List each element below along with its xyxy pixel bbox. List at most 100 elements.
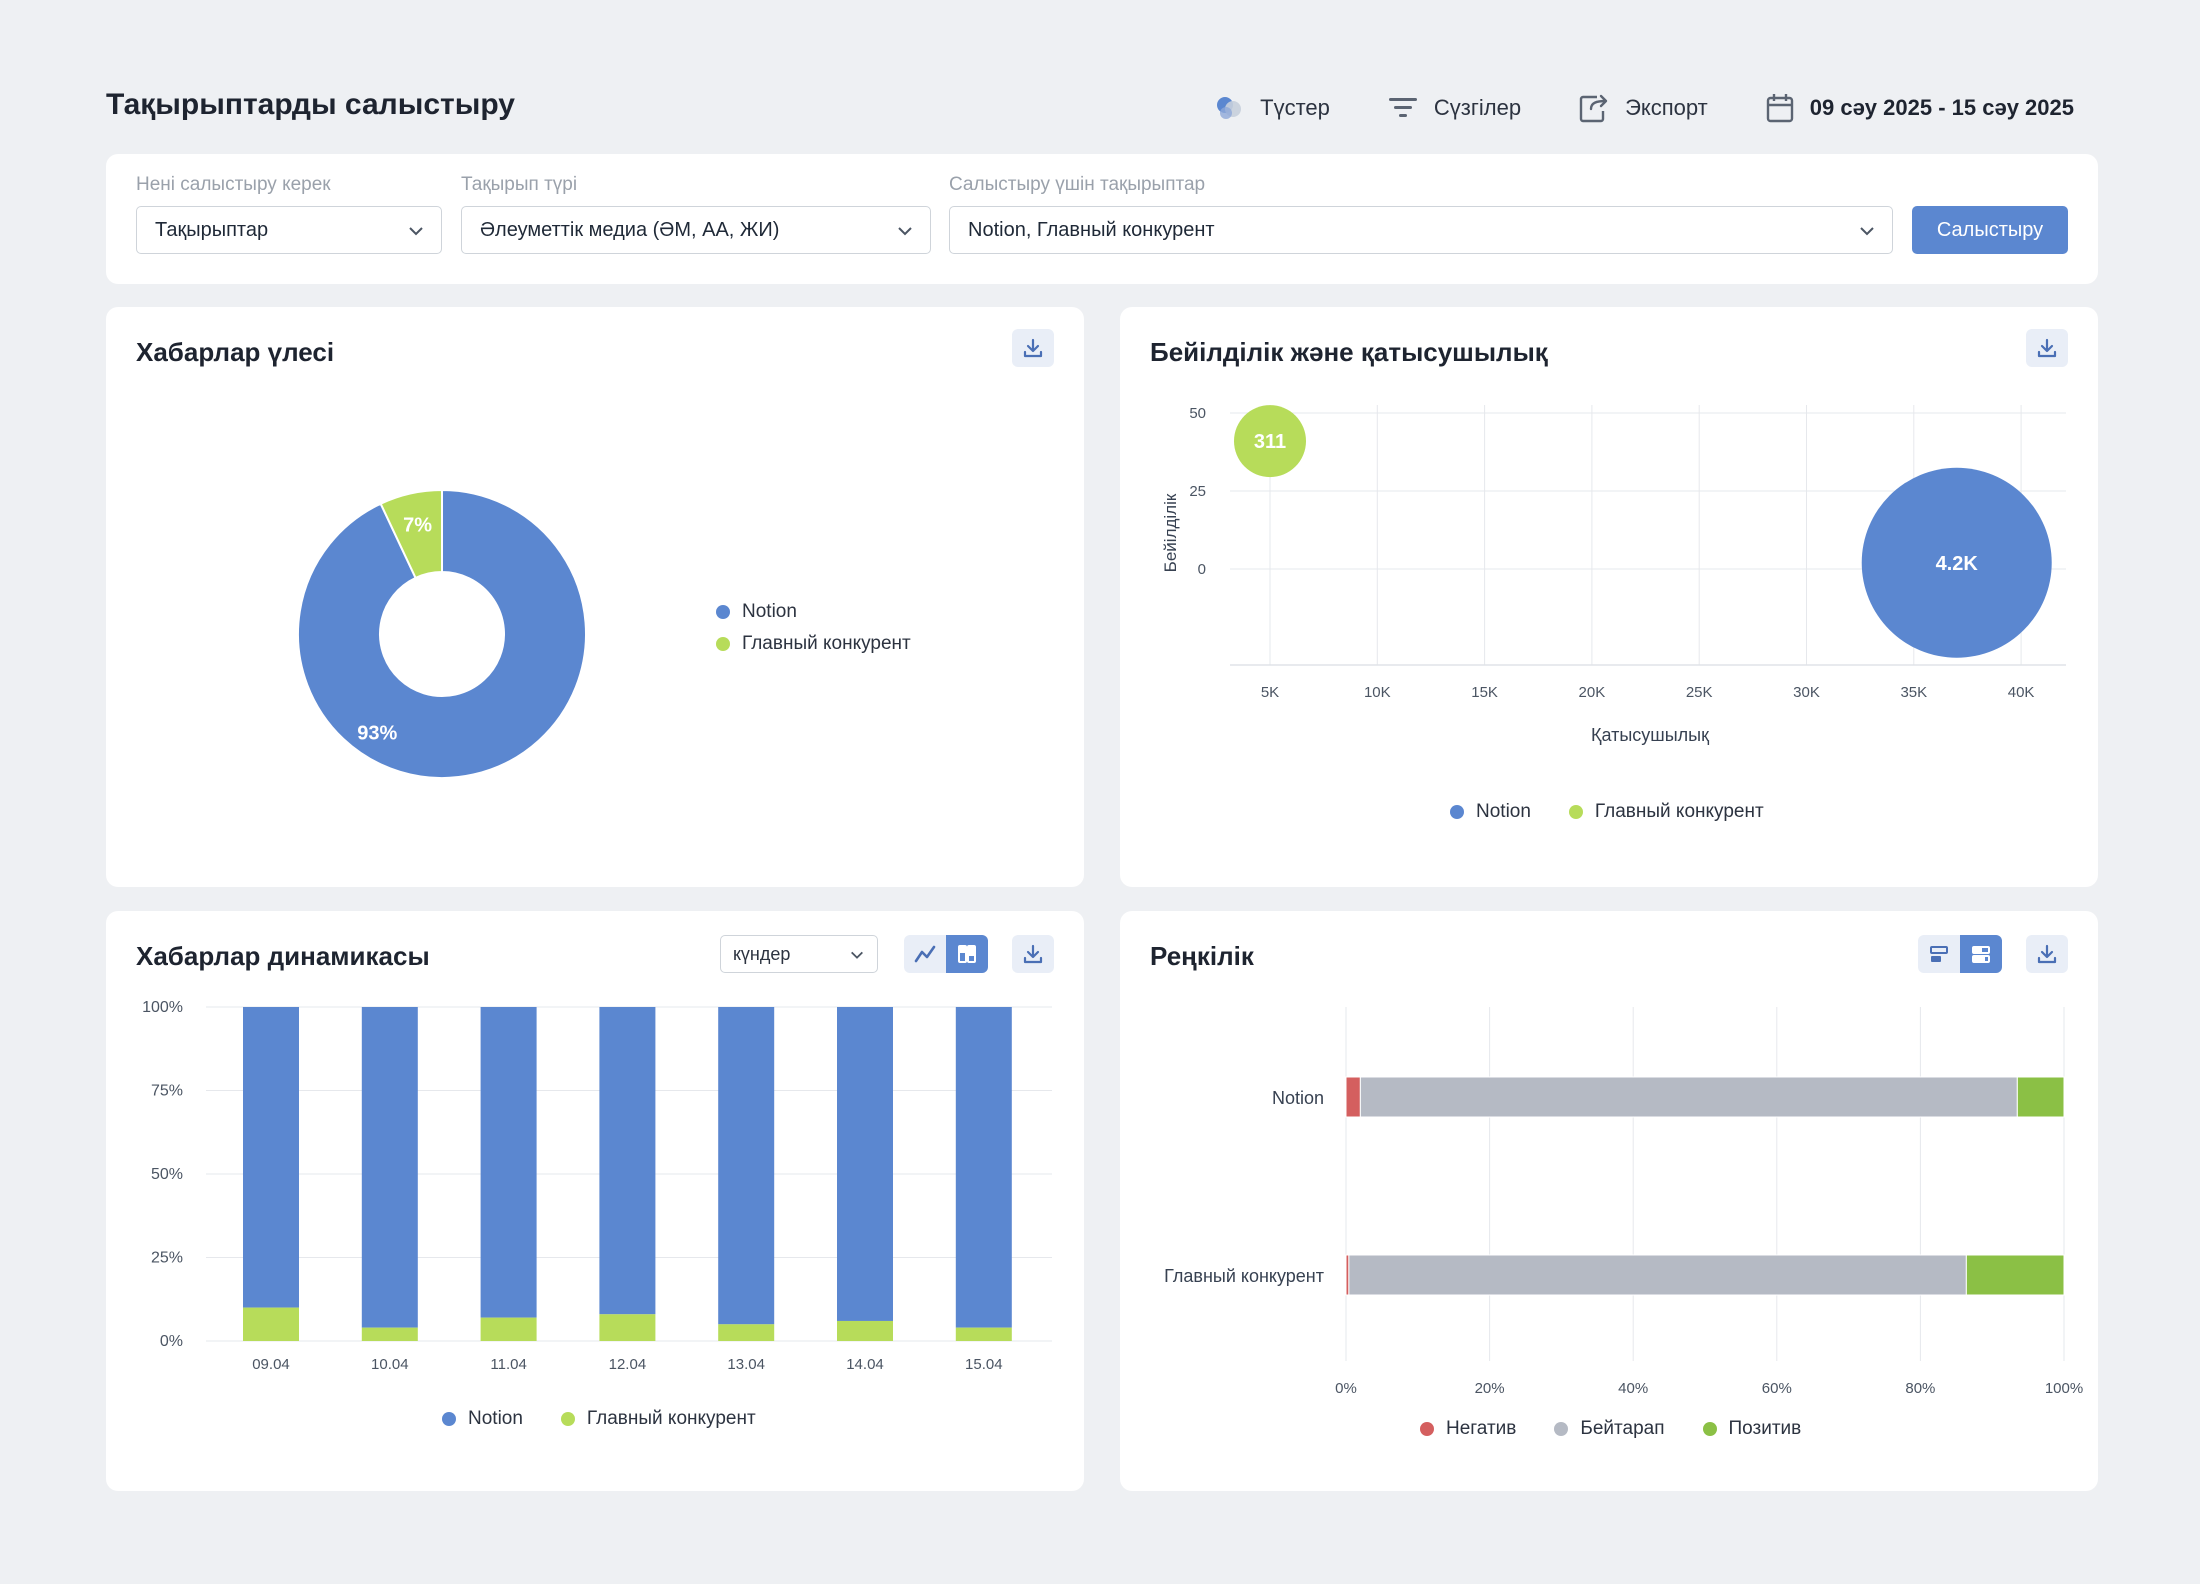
grouped-bars-icon <box>1930 946 1948 962</box>
x-tick-label: 20% <box>1475 1380 1505 1397</box>
filter-icon <box>1388 98 1417 117</box>
bar-segment-competitor <box>599 1314 656 1341</box>
line-chart-icon <box>914 945 936 963</box>
y-tick-label: 50% <box>151 1166 183 1183</box>
sentiment-title: Реңкілік <box>1150 941 1254 971</box>
bar-segment-notion <box>718 1007 775 1325</box>
chevron-down-icon <box>898 227 912 236</box>
reach-card: Бейілділік және қатысушылық 5K 10K 15K 20K 2… <box>1120 307 2098 887</box>
legend-item-notion: Notion <box>716 601 911 623</box>
grouped-view-toggle[interactable] <box>1918 935 1960 973</box>
calendar-icon <box>1766 94 1793 123</box>
dynamics-download-button[interactable] <box>1012 935 1054 973</box>
share-download-button[interactable] <box>1012 329 1054 367</box>
type-label: Тақырып түрі <box>461 174 578 195</box>
legend-item-competitor: Главный конкурент <box>716 633 911 655</box>
bar-segment-notion <box>243 1007 299 1308</box>
x-tick-label: 40K <box>2008 684 2035 701</box>
legend-dot <box>1568 805 1583 819</box>
compare-select[interactable]: Тақырыптар <box>136 206 442 254</box>
dynamics-bar-chart: 100% 75% 50% 25% 0% 09.04 10.04 11.04 12.04 13.04… <box>142 999 1052 1373</box>
donut-slice <box>297 488 587 779</box>
top-actions: Түстер Сүзгілер Экспорт 09 сәу 2025 - 15… <box>1156 90 2074 126</box>
legend-dot <box>442 1412 456 1426</box>
bar-segment-notion <box>955 1007 1012 1328</box>
bar-segment-competitor <box>718 1324 775 1341</box>
bar-segment-competitor <box>243 1307 299 1341</box>
chevron-down-icon <box>409 227 423 236</box>
period-select[interactable]: күндер <box>720 935 878 973</box>
compare-label: Нені салыстыру керек <box>136 174 331 195</box>
x-tick-label: 30K <box>1793 684 1820 701</box>
chevron-down-icon <box>851 951 863 959</box>
bubble <box>1234 405 1306 478</box>
bar-segment-neutral <box>1359 1076 2018 1118</box>
legend-item-notion: Notion <box>1450 801 1531 823</box>
bar-segment-competitor <box>837 1320 893 1341</box>
y-category-label: Notion <box>1272 1088 1324 1108</box>
stacked-view-toggle[interactable] <box>1960 935 2002 973</box>
legend-label: Главный конкурент <box>1594 801 1764 822</box>
download-icon <box>2037 944 2057 964</box>
bar-chart-toggle[interactable] <box>946 935 988 973</box>
colors-button[interactable]: Түстер <box>1214 94 1330 122</box>
x-tick-label: 13.04 <box>727 1356 765 1373</box>
bar-segment-negative <box>1345 1076 1361 1118</box>
legend-dot <box>1420 1422 1434 1436</box>
legend-label: Notion <box>1476 801 1531 822</box>
dynamics-card: Хабарлар динамикасы күндер 100% 75% 50% 25%… <box>106 911 1084 1491</box>
bar-segment-positive <box>2016 1076 2065 1118</box>
bar-segment-positive <box>1965 1254 2065 1296</box>
bar-segment-notion <box>480 1007 537 1318</box>
sentiment-legend: Негатив Бейтарап Позитив <box>1420 1418 1839 1440</box>
reach-title: Бейілділік және қатысушылық <box>1150 337 1548 367</box>
type-select[interactable]: Әлеуметтік медиа (ӘМ, АА, ЖИ) <box>461 206 931 254</box>
type-value: Әлеуметтік медиа (ӘМ, АА, ЖИ) <box>480 218 780 241</box>
share-legend: Notion Главный конкурент <box>716 601 949 655</box>
x-tick-label: 5K <box>1261 684 1279 701</box>
bubble-label: 311 <box>1254 431 1286 453</box>
palette-icon <box>1217 97 1242 119</box>
x-tick-label: 15.04 <box>965 1356 1003 1373</box>
legend-label: Негатив <box>1446 1418 1517 1439</box>
legend-dot <box>1702 1422 1717 1436</box>
sentiment-bar-chart: 0% 20% 40% 60% 80% 100% Notion Главный конкурен… <box>1164 1007 2083 1397</box>
line-chart-toggle[interactable] <box>904 935 946 973</box>
legend-dot <box>1554 1422 1569 1436</box>
period-value: күндер <box>733 943 791 964</box>
legend-label: Notion <box>468 1408 523 1429</box>
x-tick-label: 14.04 <box>846 1356 884 1373</box>
x-tick-label: 09.04 <box>252 1356 290 1373</box>
x-tick-label: 100% <box>2045 1380 2083 1397</box>
x-tick-label: 60% <box>1762 1380 1792 1397</box>
legend-dot <box>560 1412 575 1426</box>
bar-chart-icon <box>958 945 976 963</box>
bubble-label: 4.2K <box>1936 553 1979 575</box>
download-icon <box>1023 944 1043 964</box>
bar-segment-competitor <box>361 1327 418 1341</box>
y-tick-label: 25% <box>151 1250 183 1267</box>
legend-item-negative: Негатив <box>1420 1418 1516 1440</box>
y-category-label: Главный конкурент <box>1164 1266 1324 1286</box>
filter-panel: Нені салыстыру керек Тақырыптар Тақырып … <box>106 154 2098 284</box>
sentiment-download-button[interactable] <box>2026 935 2068 973</box>
legend-label: Notion <box>742 601 797 622</box>
filters-button[interactable]: Сүзгілер <box>1388 95 1521 121</box>
topics-label: Салыстыру үшін тақырыптар <box>949 174 1206 195</box>
bar-segment-notion <box>599 1007 656 1315</box>
compare-button[interactable]: Салыстыру <box>1912 206 2068 254</box>
topics-select[interactable]: Notion, Главный конкурент <box>949 206 1893 254</box>
legend-item-notion: Notion <box>442 1408 523 1430</box>
dynamics-title: Хабарлар динамикасы <box>136 941 430 971</box>
y-tick-label: 75% <box>151 1083 183 1100</box>
date-range-picker[interactable]: 09 сәу 2025 - 15 сәу 2025 <box>1766 93 2074 123</box>
reach-download-button[interactable] <box>2026 329 2068 367</box>
x-tick-label: 12.04 <box>609 1356 647 1373</box>
x-tick-label: 20K <box>1579 684 1606 701</box>
download-icon <box>2037 338 2057 358</box>
bar-segment-notion <box>361 1007 418 1328</box>
bar-segment-competitor <box>955 1327 1012 1341</box>
y-tick-label: 25 <box>1189 483 1206 500</box>
chevron-down-icon <box>1860 227 1874 236</box>
export-button[interactable]: Экспорт <box>1579 93 1708 123</box>
